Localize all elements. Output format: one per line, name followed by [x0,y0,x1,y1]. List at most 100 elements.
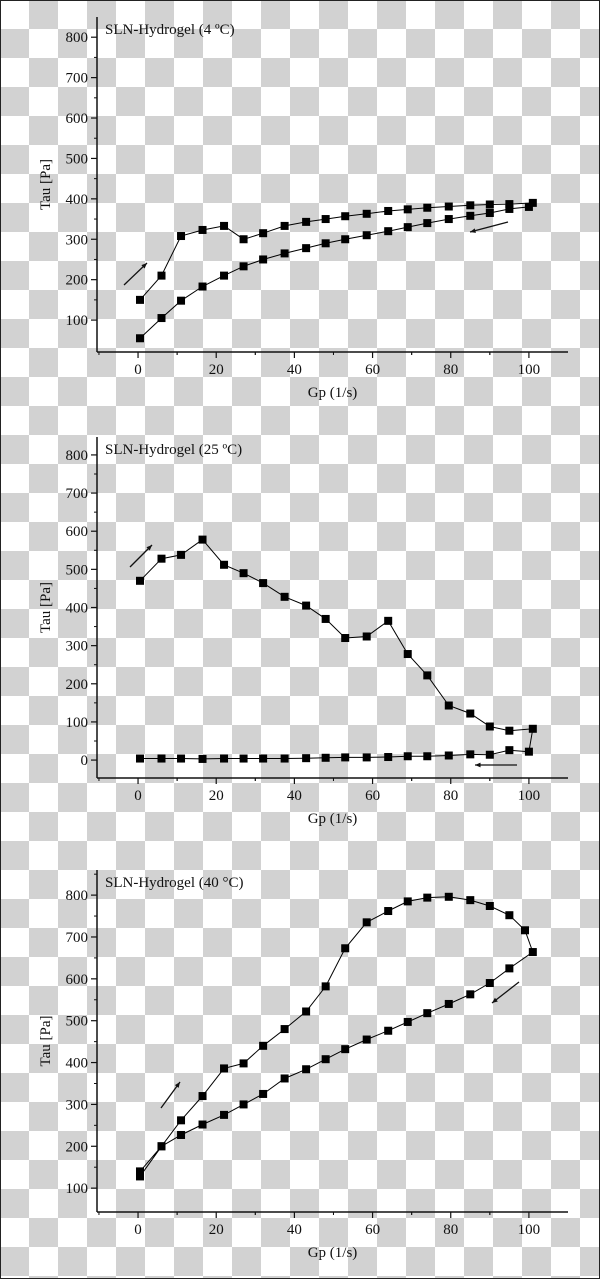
data-point [524,747,533,756]
data-point [362,918,371,927]
data-point [505,204,514,213]
chart-title: SLN-Hydrogel (40 °C) [105,875,243,891]
data-point [280,249,289,258]
data-point [177,1116,186,1125]
x-tick-label: 80 [443,362,458,378]
data-point [302,601,311,610]
data-point [198,282,207,291]
data-point [198,1092,207,1101]
x-tick-label: 20 [209,362,224,378]
data-point [135,576,144,585]
x-tick-label: 0 [134,1222,142,1238]
y-tick-label: 100 [66,1181,89,1197]
data-point [444,751,453,760]
x-tick-label: 40 [287,362,302,378]
data-point [485,979,494,988]
data-point [239,1100,248,1109]
data-point [466,750,475,759]
data-point [505,964,514,973]
data-point [239,754,248,763]
data-point [444,202,453,211]
y-tick-label: 800 [66,30,89,46]
y-tick-label: 400 [66,1056,89,1072]
data-point [302,244,311,253]
data-point [505,911,514,920]
y-tick-label: 700 [66,930,89,946]
data-point [362,753,371,762]
data-point [177,1130,186,1139]
data-point [157,271,166,280]
data-point [485,722,494,731]
data-point [384,907,393,916]
x-tick-label: 60 [365,362,380,378]
data-point [239,1059,248,1068]
data-point [521,926,530,935]
x-tick-label: 40 [287,788,302,804]
y-tick-label: 600 [66,524,89,540]
data-point [444,999,453,1008]
data-point [321,215,330,224]
chart-title: SLN-Hydrogel (4 ºC) [105,22,235,38]
data-point [198,1120,207,1129]
data-point [157,754,166,763]
x-tick-label: 20 [209,1222,224,1238]
data-point [177,550,186,559]
data-point [384,227,393,236]
data-point [423,752,432,761]
data-point [177,232,186,241]
x-tick-label: 60 [365,788,380,804]
x-tick-label: 100 [518,788,541,804]
series-line [139,896,534,1177]
x-tick-label: 80 [443,1222,458,1238]
arrow-head-icon [174,1082,180,1088]
data-point [198,225,207,234]
y-tick-label: 400 [66,601,89,617]
y-tick-label: 800 [66,448,89,464]
data-point [341,212,350,221]
data-point [505,726,514,735]
y-tick-label: 500 [66,151,89,167]
y-tick-label: 500 [66,1014,89,1030]
chart-2: 0 100 200 300 400 500 600 700 800 0 20 40 60 80 100 Gp … [38,437,568,827]
y-tick-label: 100 [66,715,89,731]
x-tick-label: 0 [134,788,142,804]
data-point [485,902,494,910]
data-point [505,200,514,209]
data-point [403,205,412,214]
data-point [135,1172,144,1181]
data-point [220,560,229,569]
y-tick-label: 0 [81,753,89,769]
data-point [321,982,330,991]
data-point [341,634,350,643]
data-point [384,616,393,625]
data-point [321,239,330,248]
data-point [280,221,289,230]
y-axis-label: Tau [Pa] [38,582,54,633]
x-tick-label: 80 [443,788,458,804]
y-tick-label: 200 [66,677,89,693]
y-tick-label: 100 [66,313,89,329]
data-point [524,202,533,211]
data-point [341,1045,350,1054]
data-point [302,754,311,763]
x-axis-label: Gp (1/s) [308,1245,358,1261]
x-axis-label: Gp (1/s) [308,811,358,827]
data-point [177,754,186,763]
y-axis-label: Tau [Pa] [38,159,54,210]
data-point [362,1035,371,1044]
data-point [259,229,268,238]
y-tick-label: 800 [66,888,89,904]
data-point [444,892,453,901]
x-tick-label: 40 [287,1222,302,1238]
data-point [220,1064,229,1073]
data-point [239,569,248,578]
arrow-head-icon [141,263,147,269]
data-point [528,948,537,957]
data-point [485,200,494,209]
data-point [135,334,144,343]
data-point [403,1017,412,1026]
data-point [384,1026,393,1035]
data-point [220,1110,229,1119]
data-point [259,255,268,264]
